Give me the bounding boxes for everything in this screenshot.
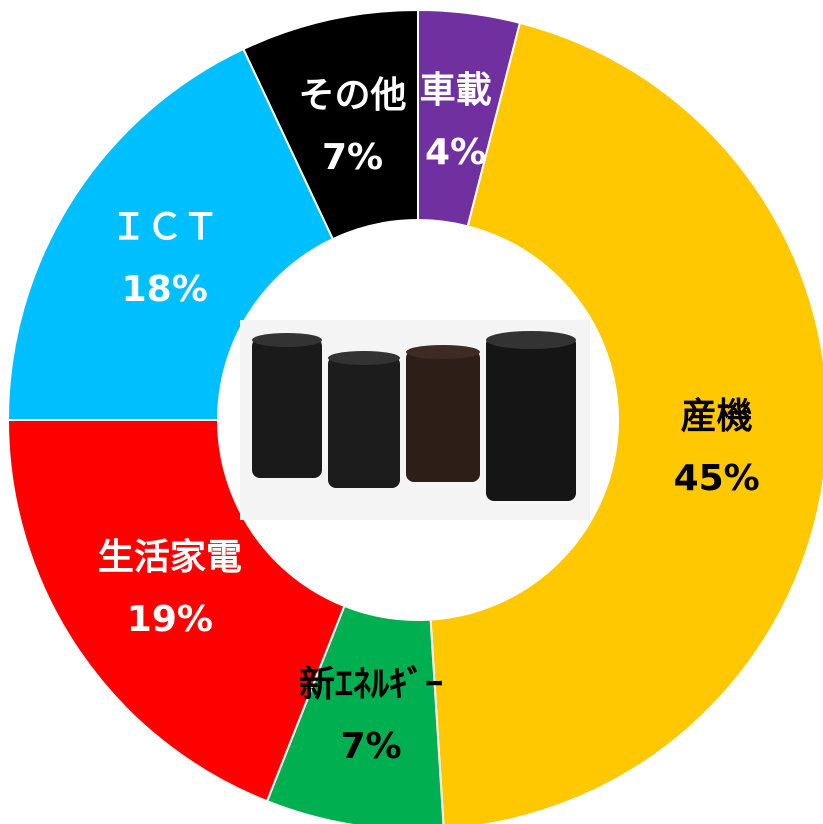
value-label: 7% xyxy=(278,127,428,189)
category-label: 生活家電 xyxy=(95,527,245,589)
value-label: 18% xyxy=(90,259,240,321)
value-label: 19% xyxy=(95,589,245,651)
category-label: その他 xyxy=(278,65,428,127)
value-label: 7% xyxy=(296,716,446,778)
category-label: 新ｴﾈﾙｷﾞｰ xyxy=(296,654,446,716)
value-label: 45% xyxy=(642,448,792,510)
page: 車載4%産機45%新ｴﾈﾙｷﾞｰ7%生活家電19%ＩＣＴ18%その他7% xyxy=(0,0,823,824)
center-photo xyxy=(240,320,590,520)
category-label: 産機 xyxy=(642,386,792,448)
category-label: ＩＣＴ xyxy=(90,197,240,259)
